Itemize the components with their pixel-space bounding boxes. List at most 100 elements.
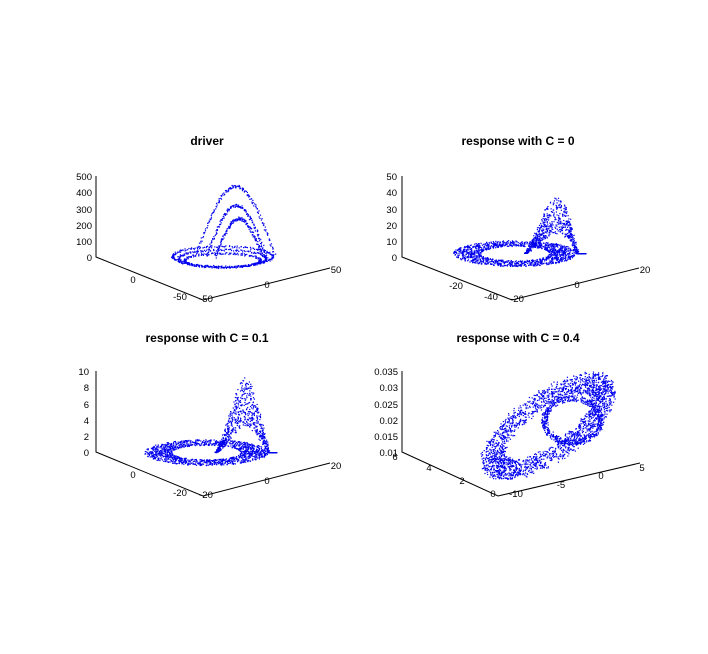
data-point	[214, 443, 216, 445]
data-point	[203, 266, 205, 268]
data-point	[184, 445, 186, 447]
data-point	[233, 440, 235, 442]
data-point	[160, 449, 162, 452]
data-point	[250, 423, 252, 425]
data-point	[238, 460, 240, 462]
data-point	[238, 247, 240, 249]
data-point	[565, 212, 568, 215]
data-point	[257, 243, 259, 246]
data-point	[558, 200, 560, 202]
data-point	[253, 227, 255, 229]
data-point	[568, 231, 570, 233]
data-point	[195, 439, 197, 441]
data-point	[567, 234, 570, 237]
data-point	[477, 258, 479, 260]
data-point	[183, 254, 185, 256]
data-point	[155, 444, 157, 446]
data-point	[159, 460, 161, 462]
data-point	[234, 252, 236, 254]
data-point	[255, 425, 257, 427]
data-point	[247, 225, 249, 227]
data-point	[512, 243, 514, 245]
data-point	[559, 255, 561, 257]
data-point	[243, 250, 245, 252]
data-point	[182, 249, 184, 251]
data-point	[183, 446, 185, 448]
data-point	[170, 444, 172, 446]
data-point	[550, 256, 552, 258]
data-point	[222, 447, 224, 449]
data-point	[517, 265, 519, 267]
data-point	[211, 241, 213, 243]
data-point	[204, 442, 206, 444]
data-point	[256, 455, 258, 457]
data-point	[262, 424, 264, 426]
data-point	[230, 188, 232, 190]
data-point	[230, 206, 233, 208]
data-point	[552, 232, 554, 234]
data-point	[257, 446, 259, 448]
data-point	[467, 244, 469, 246]
data-point	[242, 448, 244, 450]
data-point	[229, 443, 231, 445]
data-point	[261, 446, 263, 448]
data-point	[261, 218, 263, 220]
data-point	[453, 252, 455, 254]
data-point	[216, 251, 218, 253]
data-point	[259, 432, 261, 434]
data-point	[248, 450, 250, 452]
data-point	[547, 228, 550, 230]
data-point	[501, 265, 503, 267]
data-point	[497, 246, 499, 248]
data-point	[247, 458, 249, 460]
data-point	[535, 261, 537, 263]
data-point	[220, 223, 222, 225]
data-point	[236, 461, 239, 463]
data-point	[567, 229, 569, 231]
data-point	[532, 264, 534, 266]
data-point	[242, 459, 244, 461]
data-point	[185, 457, 187, 459]
data-point	[263, 439, 265, 441]
data-point	[258, 248, 260, 250]
data-point	[239, 407, 241, 409]
data-point	[240, 249, 242, 251]
data-point	[551, 253, 553, 255]
data-point	[221, 441, 223, 443]
data-point	[245, 444, 247, 446]
data-point	[496, 245, 498, 248]
data-point	[254, 237, 256, 239]
data-point	[265, 252, 268, 254]
data-point	[469, 246, 471, 249]
data-point	[240, 447, 242, 449]
data-point	[246, 265, 248, 267]
data-point	[237, 460, 239, 462]
data-point	[177, 441, 179, 443]
data-point	[239, 462, 241, 464]
data-point	[259, 246, 261, 248]
data-point	[467, 252, 469, 254]
data-point	[534, 243, 536, 245]
data-point	[230, 424, 232, 426]
data-point	[181, 260, 183, 263]
data-point	[574, 245, 576, 247]
data-point	[530, 250, 533, 252]
data-point	[201, 460, 203, 463]
data-point	[581, 253, 583, 255]
data-point	[557, 259, 559, 261]
data-point	[261, 241, 263, 243]
data-point	[226, 213, 228, 215]
data-point	[532, 247, 534, 249]
right-axis-ticks: -50 0 50	[199, 265, 341, 305]
data-point	[525, 262, 527, 264]
data-point	[254, 456, 256, 458]
data-point	[220, 240, 223, 242]
data-point	[207, 248, 209, 250]
data-point	[200, 443, 202, 445]
data-point	[548, 235, 550, 237]
data-point	[565, 233, 567, 235]
data-point	[259, 415, 261, 417]
data-point	[221, 239, 223, 241]
data-point	[248, 387, 250, 390]
data-point	[559, 248, 561, 250]
